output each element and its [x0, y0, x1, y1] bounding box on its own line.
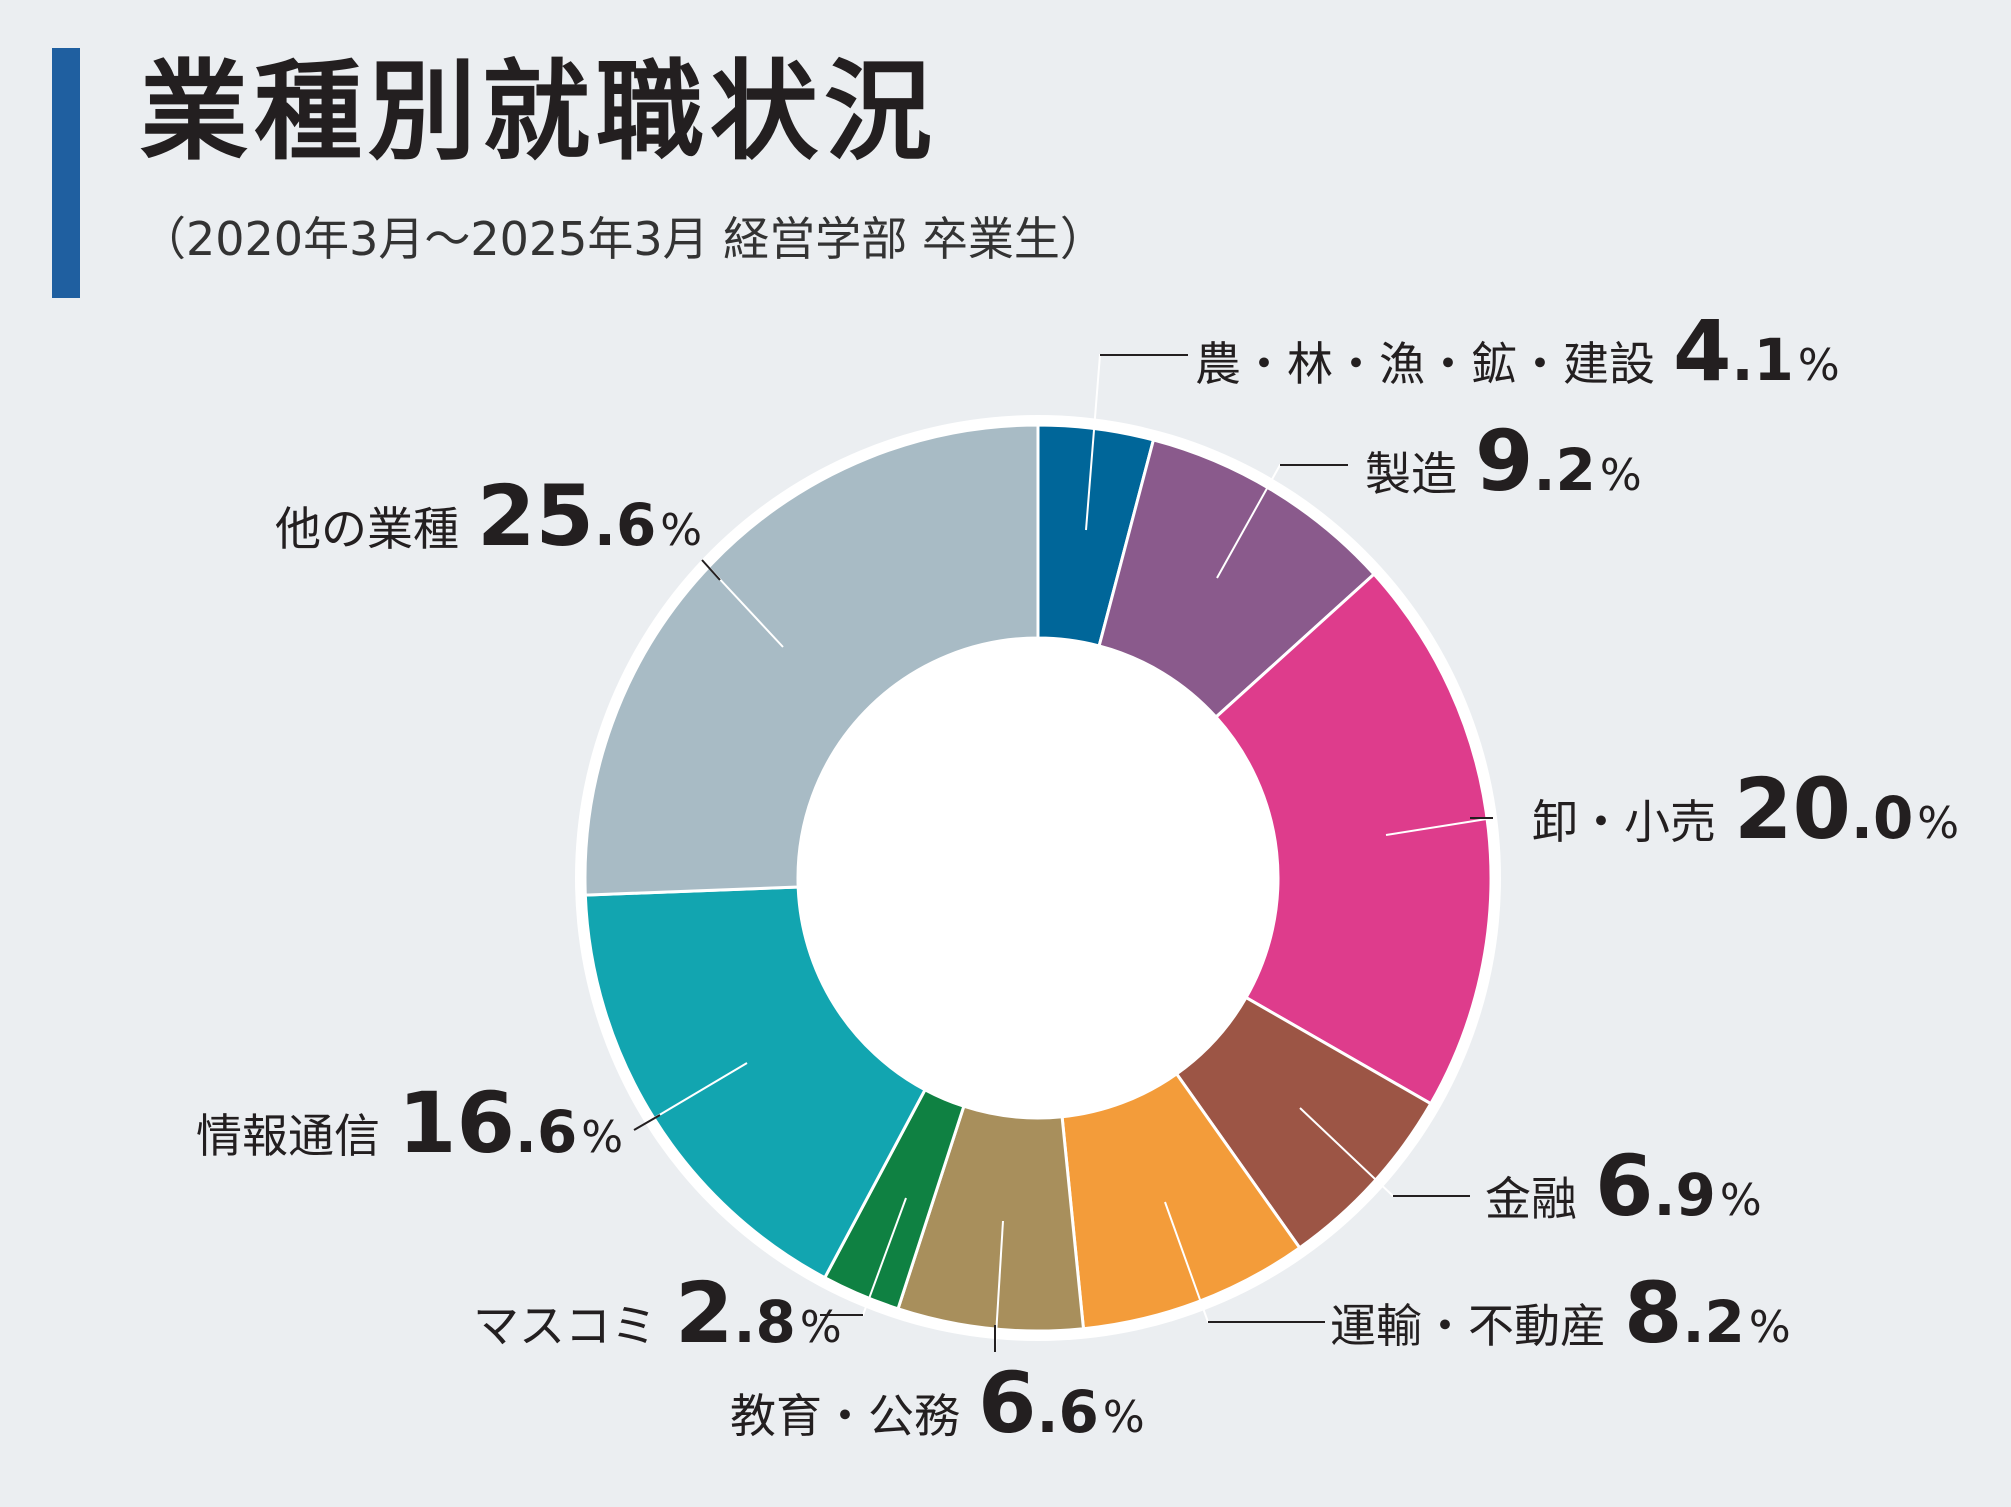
- leader-line-education: [994, 1220, 1004, 1353]
- label-percent: %: [1600, 450, 1642, 501]
- label-name: マスコミ: [473, 1299, 657, 1353]
- leader-tail-other: [701, 559, 721, 581]
- label-name: 教育・公務: [730, 1389, 960, 1443]
- label-value-dec: .2: [1533, 436, 1595, 504]
- label-value-int: 4: [1673, 302, 1731, 400]
- label-value-dec: .6: [594, 491, 656, 559]
- label-other: 他の業種 25.6%: [275, 467, 702, 565]
- chart-labels: 農・林・漁・鉱・建設 4.1%製造 9.2%卸・小売 20.0%金融 6.9%運輸・不動…: [196, 302, 1959, 1452]
- label-ict: 情報通信 16.6%: [196, 1074, 623, 1172]
- label-value-dec: .6: [1036, 1378, 1098, 1446]
- label-value-int: 9: [1475, 412, 1533, 510]
- label-value-dec: .9: [1653, 1161, 1715, 1229]
- label-finance: 金融 6.9%: [1485, 1137, 1762, 1235]
- label-value-dec: .0: [1851, 784, 1913, 852]
- label-percent: %: [581, 1112, 623, 1163]
- label-name: 農・林・漁・鉱・建設: [1195, 337, 1655, 391]
- label-education: 教育・公務 6.6%: [730, 1354, 1145, 1452]
- chart-leader-lines: [633, 354, 1494, 1353]
- label-percent: %: [1917, 798, 1959, 849]
- label-name: 製造: [1365, 447, 1457, 501]
- label-mfg: 製造 9.2%: [1365, 412, 1642, 510]
- label-name: 運輸・不動産: [1330, 1299, 1606, 1353]
- label-value-int: 2: [675, 1264, 733, 1362]
- leader-tail-ict: [633, 1114, 661, 1131]
- label-value-dec: .8: [733, 1288, 795, 1356]
- label-percent: %: [1720, 1175, 1762, 1226]
- label-value-dec: .2: [1682, 1288, 1744, 1356]
- chart-inner-hole: [798, 638, 1278, 1118]
- label-value-int: 20: [1734, 760, 1851, 858]
- label-percent: %: [1749, 1302, 1791, 1353]
- label-name: 卸・小売: [1532, 795, 1716, 849]
- leader-line-retail: [1385, 817, 1494, 836]
- label-percent: %: [1103, 1392, 1145, 1443]
- label-percent: %: [660, 505, 702, 556]
- title-accent-bar: [52, 48, 80, 298]
- label-value-int: 25: [477, 467, 594, 565]
- label-value-int: 6: [978, 1354, 1036, 1452]
- label-value-int: 8: [1624, 1264, 1682, 1362]
- label-agri: 農・林・漁・鉱・建設 4.1%: [1195, 302, 1840, 400]
- label-media: マスコミ 2.8%: [473, 1264, 842, 1362]
- label-value-dec: .1: [1731, 326, 1793, 394]
- label-name: 情報通信: [196, 1109, 380, 1163]
- label-name: 他の業種: [275, 502, 459, 556]
- label-value-int: 6: [1595, 1137, 1653, 1235]
- label-percent: %: [800, 1302, 842, 1353]
- label-transport: 運輸・不動産 8.2%: [1330, 1264, 1791, 1362]
- label-value-int: 16: [398, 1074, 515, 1172]
- label-value-dec: .6: [515, 1098, 577, 1166]
- chart-slices: [583, 423, 1493, 1333]
- label-percent: %: [1798, 340, 1840, 391]
- page-title: 業種別就職状況: [140, 50, 939, 175]
- label-name: 金融: [1485, 1172, 1577, 1226]
- page-subtitle: （2020年3月～2025年3月 経営学部 卒業生）: [140, 212, 1106, 266]
- label-retail: 卸・小売 20.0%: [1532, 760, 1959, 858]
